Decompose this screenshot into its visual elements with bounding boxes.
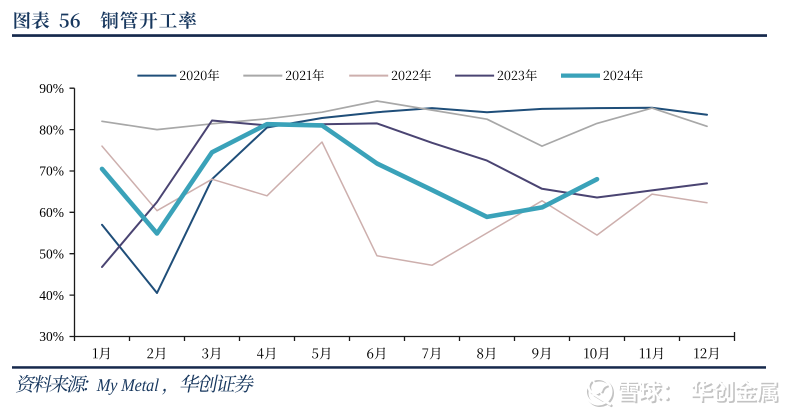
svg-text:40%: 40% [39,288,64,303]
svg-text:80%: 80% [39,122,64,137]
svg-text:50%: 50% [39,246,64,261]
svg-text:30%: 30% [39,329,64,344]
svg-text:60%: 60% [39,205,64,220]
svg-text:My Metal: My Metal [95,375,159,395]
svg-text:70%: 70% [39,164,64,179]
svg-text:90%: 90% [39,81,64,96]
